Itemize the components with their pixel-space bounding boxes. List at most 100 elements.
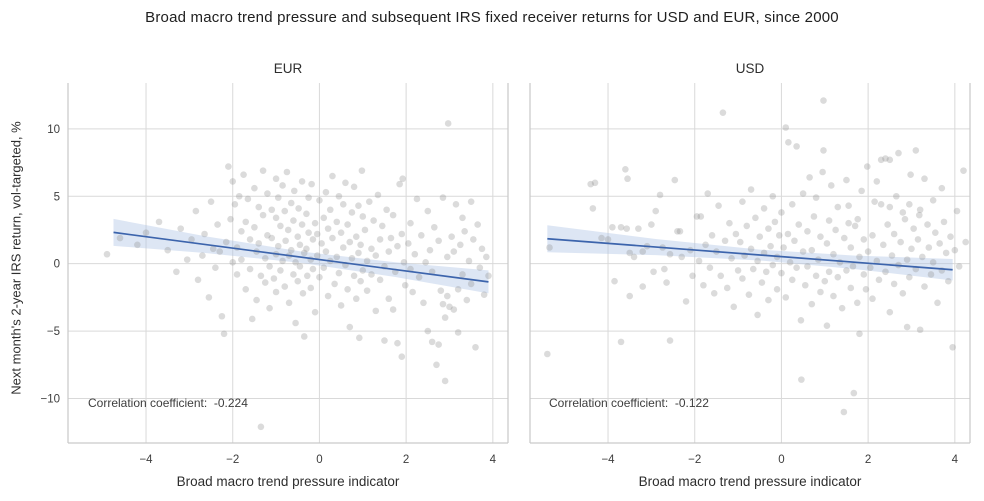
data-point xyxy=(322,248,330,255)
data-point xyxy=(474,221,481,228)
data-point xyxy=(884,221,891,228)
data-point xyxy=(485,272,492,280)
data-point xyxy=(697,213,705,220)
data-point xyxy=(940,218,948,226)
data-point xyxy=(242,218,250,226)
x-tick-label: 0 xyxy=(778,454,784,466)
data-point xyxy=(752,214,759,222)
data-point xyxy=(296,241,304,249)
data-point xyxy=(300,249,308,257)
data-point xyxy=(281,283,289,290)
data-point xyxy=(739,198,746,205)
data-point xyxy=(428,338,436,346)
data-point xyxy=(261,254,269,262)
data-point xyxy=(756,233,764,241)
y-tick-label: 5 xyxy=(54,191,60,203)
data-point xyxy=(246,265,254,273)
x-axis-label-usd: Broad macro trend pressure indicator xyxy=(638,474,862,489)
data-point xyxy=(227,215,234,223)
data-point xyxy=(368,245,375,253)
data-point xyxy=(404,240,412,247)
data-point xyxy=(723,284,731,292)
data-point xyxy=(329,234,336,242)
data-point xyxy=(912,147,920,154)
data-point xyxy=(932,229,939,236)
data-point xyxy=(754,257,761,265)
data-point xyxy=(444,292,451,300)
data-point xyxy=(591,179,599,187)
data-point xyxy=(834,203,842,211)
data-point xyxy=(661,265,668,273)
data-point xyxy=(199,252,206,259)
data-point xyxy=(886,156,894,164)
data-point xyxy=(229,259,237,266)
data-point xyxy=(798,376,805,383)
data-point xyxy=(209,245,217,253)
data-point xyxy=(216,248,224,255)
regression-line xyxy=(113,231,489,283)
data-point xyxy=(422,259,429,266)
data-point xyxy=(754,311,761,319)
data-point xyxy=(793,264,800,272)
data-point xyxy=(329,172,336,180)
x-tick-label: 4 xyxy=(490,454,497,466)
data-point xyxy=(700,281,707,289)
data-point xyxy=(378,222,386,230)
data-point xyxy=(350,272,358,280)
data-point xyxy=(331,280,338,288)
data-point xyxy=(358,167,366,174)
data-point xyxy=(834,273,842,281)
data-point xyxy=(201,230,208,238)
data-point xyxy=(311,308,319,316)
data-point xyxy=(238,228,245,235)
data-point xyxy=(609,223,616,231)
y-tick-label: −10 xyxy=(40,394,60,406)
data-point xyxy=(444,120,452,127)
data-point xyxy=(652,207,660,215)
data-point xyxy=(248,315,256,323)
data-point xyxy=(916,326,924,334)
data-point xyxy=(255,240,263,247)
data-point xyxy=(337,229,345,236)
data-point xyxy=(303,245,310,253)
data-point xyxy=(394,339,401,347)
data-point xyxy=(292,259,299,266)
data-point xyxy=(257,423,265,431)
data-point xyxy=(856,253,863,261)
data-point xyxy=(793,143,800,150)
data-point xyxy=(389,306,397,313)
data-point xyxy=(734,267,742,274)
data-point xyxy=(873,257,881,265)
data-point xyxy=(385,295,393,303)
data-point xyxy=(450,248,458,255)
data-point xyxy=(717,272,725,280)
data-point xyxy=(439,194,447,201)
data-point xyxy=(259,167,267,174)
data-point xyxy=(356,334,363,342)
data-point xyxy=(843,267,850,274)
data-point xyxy=(183,256,191,263)
data-point xyxy=(765,225,772,232)
data-point xyxy=(344,221,351,228)
data-point xyxy=(389,211,397,219)
data-point xyxy=(771,218,779,226)
data-point xyxy=(795,221,803,228)
data-point xyxy=(264,232,271,239)
data-point xyxy=(316,273,323,281)
x-tick-label: −2 xyxy=(226,454,239,466)
data-point xyxy=(732,230,740,238)
data-point xyxy=(359,213,367,220)
data-point xyxy=(886,203,894,211)
data-point xyxy=(810,213,818,220)
data-point xyxy=(838,304,846,312)
data-point xyxy=(309,265,317,273)
data-point xyxy=(639,283,647,290)
data-point xyxy=(836,259,844,266)
data-point xyxy=(372,307,380,315)
data-point xyxy=(363,257,371,265)
data-point xyxy=(478,245,486,253)
data-point xyxy=(363,287,371,294)
data-point xyxy=(342,179,349,187)
data-point xyxy=(840,408,848,416)
data-point xyxy=(348,209,356,216)
